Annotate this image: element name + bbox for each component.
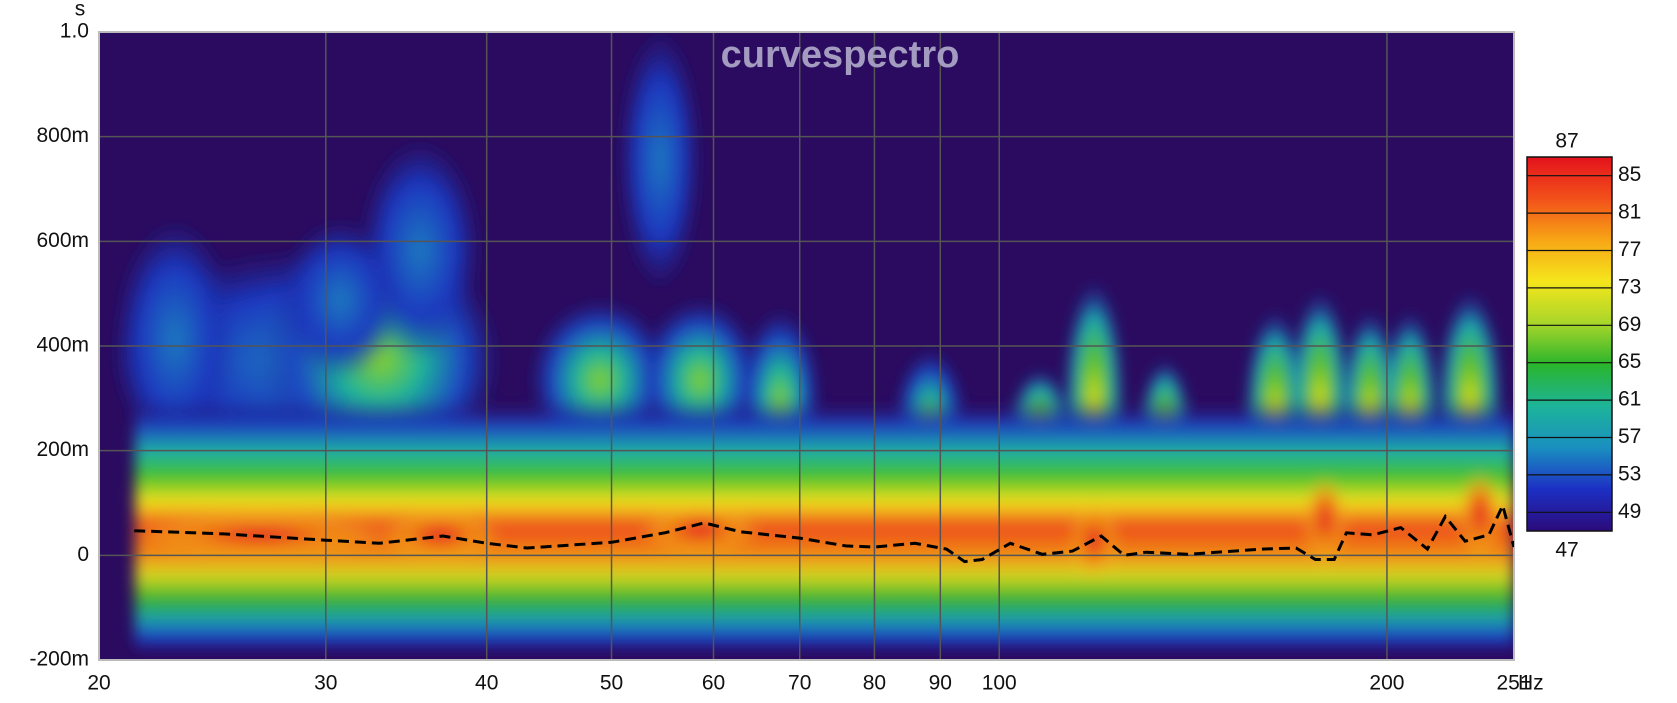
colorbar-tick-label: 53 — [1618, 462, 1641, 485]
colorbar-max-label: 87 — [1555, 130, 1578, 153]
x-tick-label: 200 — [1369, 672, 1404, 695]
x-tick-label: 80 — [863, 672, 886, 695]
colorbar-tick-label: 57 — [1618, 425, 1641, 448]
spectrogram-field — [110, 32, 1514, 650]
x-tick-label: 70 — [788, 672, 811, 695]
y-tick-label: -200m — [29, 648, 89, 671]
peak-line — [134, 501, 1514, 564]
colorbar — [1526, 156, 1613, 532]
x-tick-label: 50 — [600, 672, 623, 695]
colorbar-tick-label: 73 — [1618, 275, 1641, 298]
x-tick-label: 251 — [1496, 672, 1531, 695]
y-tick-label: 600m — [36, 229, 89, 252]
y-tick-label: 400m — [36, 334, 89, 357]
colorbar-tick-label: 49 — [1618, 500, 1641, 523]
y-axis-unit: s — [75, 0, 86, 21]
y-tick-label: 200m — [36, 438, 89, 461]
colorbar-tick-label: 61 — [1618, 388, 1641, 411]
x-tick-label: 20 — [87, 672, 110, 695]
chart-title: curvespectro — [721, 34, 960, 76]
x-tick-label: 40 — [475, 672, 498, 695]
colorbar-min-label: 47 — [1555, 539, 1578, 562]
x-tick-label: 90 — [929, 672, 952, 695]
plot-frame — [98, 31, 1515, 661]
x-tick-label: 100 — [982, 672, 1017, 695]
x-tick-label: 30 — [314, 672, 337, 695]
colorbar-tick-label: 85 — [1618, 163, 1641, 186]
y-tick-label: 800m — [36, 124, 89, 147]
colorbar-tick-label: 65 — [1618, 350, 1641, 373]
y-tick-label: 0 — [77, 543, 89, 566]
y-tick-label: 1.0 — [60, 20, 89, 43]
colorbar-tick-label: 81 — [1618, 201, 1641, 224]
x-tick-label: 60 — [702, 672, 725, 695]
colorbar-tick-label: 77 — [1618, 238, 1641, 261]
colorbar-tick-label: 69 — [1618, 313, 1641, 336]
x-axis-unit: Hz — [1518, 672, 1544, 695]
